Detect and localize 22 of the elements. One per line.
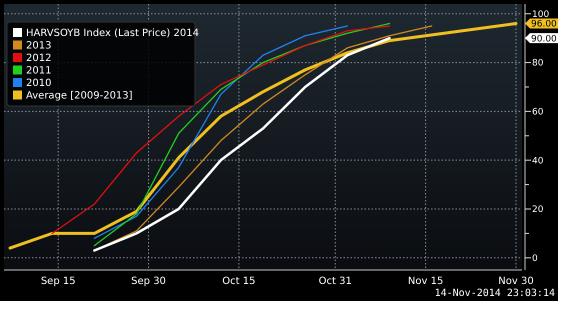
legend-label: Average [2009-2013] [26,90,133,102]
x-tick-label: Oct 15 [222,276,256,287]
legend-label: 2013 [26,40,52,52]
y-tick-label: 80 [532,58,544,69]
x-tick-label: Nov 30 [498,276,534,287]
text: 90.00 [531,34,558,44]
legend-label: 2012 [26,53,52,64]
legend-label: 2011 [26,66,52,76]
y-tick-label: 100 [532,10,550,20]
x-tick-label: Sep 30 [131,276,166,287]
y-tick-label: 40 [532,156,544,166]
legend-label: 2010 [26,78,52,89]
y-tick-label: 20 [532,205,544,216]
y-tick-label: 60 [532,108,544,118]
x-tick-label: Nov 15 [408,276,444,287]
x-tick-label: Oct 31 [318,276,352,287]
text: 14-Nov-2014 23:03:14 [434,288,555,299]
line-series [8,22,518,250]
y-tick-label: 0 [532,254,538,264]
x-tick-label: Sep 15 [40,276,76,287]
legend-label: HARVSOYB Index (Last Price) 2014 [26,28,199,39]
text: 96.00 [531,20,558,30]
